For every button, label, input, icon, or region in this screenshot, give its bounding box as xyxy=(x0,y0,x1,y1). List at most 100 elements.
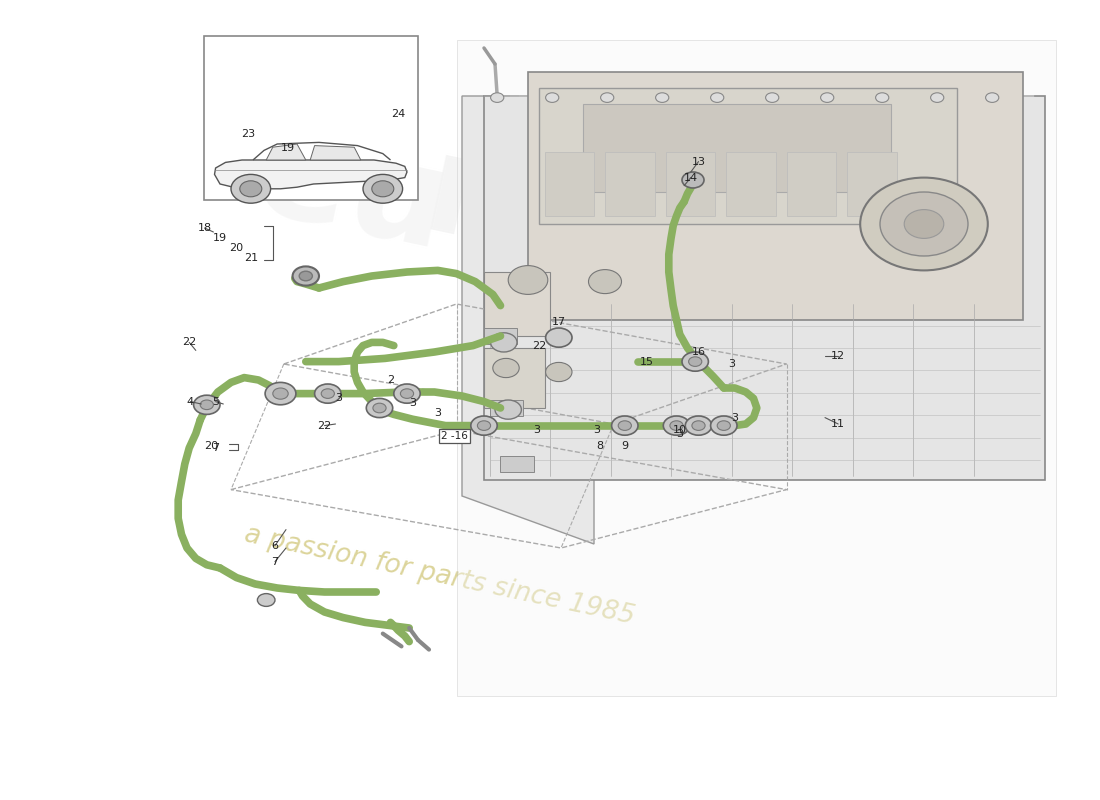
Circle shape xyxy=(400,389,414,398)
FancyBboxPatch shape xyxy=(484,96,1045,480)
Circle shape xyxy=(931,93,944,102)
Circle shape xyxy=(880,192,968,256)
Text: 1: 1 xyxy=(446,431,452,441)
Text: 3: 3 xyxy=(534,426,540,435)
Polygon shape xyxy=(310,146,361,160)
Polygon shape xyxy=(456,40,1056,696)
FancyBboxPatch shape xyxy=(726,152,775,216)
Text: 19: 19 xyxy=(213,234,227,243)
Circle shape xyxy=(656,93,669,102)
Text: 22: 22 xyxy=(532,341,546,350)
Circle shape xyxy=(685,416,712,435)
Circle shape xyxy=(663,416,690,435)
Polygon shape xyxy=(462,96,594,544)
FancyBboxPatch shape xyxy=(490,400,522,416)
Circle shape xyxy=(682,352,708,371)
Text: es: es xyxy=(749,130,1011,350)
Text: 22: 22 xyxy=(183,338,196,347)
Circle shape xyxy=(495,400,521,419)
Circle shape xyxy=(491,333,517,352)
FancyBboxPatch shape xyxy=(666,152,715,216)
Circle shape xyxy=(766,93,779,102)
Circle shape xyxy=(546,328,572,347)
Circle shape xyxy=(394,384,420,403)
Text: 19: 19 xyxy=(282,143,295,153)
Circle shape xyxy=(588,270,621,294)
Circle shape xyxy=(257,594,275,606)
Polygon shape xyxy=(266,144,306,160)
Text: 5: 5 xyxy=(212,397,219,406)
FancyBboxPatch shape xyxy=(544,152,594,216)
Circle shape xyxy=(821,93,834,102)
Circle shape xyxy=(986,93,999,102)
Circle shape xyxy=(373,403,386,413)
Circle shape xyxy=(711,416,737,435)
FancyBboxPatch shape xyxy=(484,328,517,344)
Circle shape xyxy=(372,181,394,197)
Circle shape xyxy=(240,181,262,197)
Circle shape xyxy=(711,93,724,102)
Text: l-: l- xyxy=(617,147,747,301)
Circle shape xyxy=(904,210,944,238)
Text: 24: 24 xyxy=(392,109,405,118)
Text: 3: 3 xyxy=(728,359,735,369)
Circle shape xyxy=(477,421,491,430)
Circle shape xyxy=(194,395,220,414)
Text: 18: 18 xyxy=(198,223,211,233)
Circle shape xyxy=(471,416,497,435)
Text: 11: 11 xyxy=(832,419,845,429)
Circle shape xyxy=(692,421,705,430)
Text: 2 -16: 2 -16 xyxy=(441,431,468,441)
Circle shape xyxy=(299,271,312,281)
Text: 7: 7 xyxy=(272,557,278,566)
Text: 23: 23 xyxy=(242,130,255,139)
Text: 4: 4 xyxy=(187,397,194,406)
Text: 16: 16 xyxy=(692,347,705,357)
Circle shape xyxy=(618,421,631,430)
Text: 2: 2 xyxy=(387,375,394,385)
Text: 17: 17 xyxy=(552,317,565,326)
Text: 3: 3 xyxy=(732,413,738,422)
Text: ro: ro xyxy=(411,125,601,291)
FancyBboxPatch shape xyxy=(847,152,896,216)
Circle shape xyxy=(546,362,572,382)
FancyBboxPatch shape xyxy=(539,88,957,224)
Circle shape xyxy=(366,398,393,418)
Circle shape xyxy=(717,421,730,430)
Text: eu: eu xyxy=(243,106,461,278)
Circle shape xyxy=(321,389,334,398)
FancyBboxPatch shape xyxy=(500,456,534,472)
FancyBboxPatch shape xyxy=(528,72,1023,320)
Circle shape xyxy=(493,358,519,378)
Text: 13: 13 xyxy=(692,157,705,166)
Circle shape xyxy=(612,416,638,435)
Circle shape xyxy=(546,93,559,102)
Text: 14: 14 xyxy=(684,173,697,182)
FancyBboxPatch shape xyxy=(786,152,836,216)
FancyBboxPatch shape xyxy=(204,36,418,200)
Circle shape xyxy=(200,400,213,410)
Text: 3: 3 xyxy=(409,398,416,408)
Circle shape xyxy=(231,174,271,203)
Circle shape xyxy=(491,93,504,102)
Text: 6: 6 xyxy=(272,541,278,550)
Circle shape xyxy=(876,93,889,102)
Text: 10: 10 xyxy=(673,426,686,435)
Text: 21: 21 xyxy=(244,253,257,262)
Circle shape xyxy=(363,174,403,203)
Text: 3: 3 xyxy=(593,426,600,435)
Text: 12: 12 xyxy=(832,351,845,361)
Circle shape xyxy=(293,266,319,286)
Circle shape xyxy=(670,421,683,430)
Text: 7: 7 xyxy=(212,443,219,453)
FancyBboxPatch shape xyxy=(583,104,891,192)
Circle shape xyxy=(682,172,704,188)
Text: 9: 9 xyxy=(621,442,628,451)
Text: 22: 22 xyxy=(318,421,331,430)
Text: a passion for parts since 1985: a passion for parts since 1985 xyxy=(242,522,638,630)
Circle shape xyxy=(508,266,548,294)
Circle shape xyxy=(273,388,288,399)
Text: 3: 3 xyxy=(336,394,342,403)
FancyBboxPatch shape xyxy=(605,152,654,216)
Text: 8: 8 xyxy=(596,442,603,451)
